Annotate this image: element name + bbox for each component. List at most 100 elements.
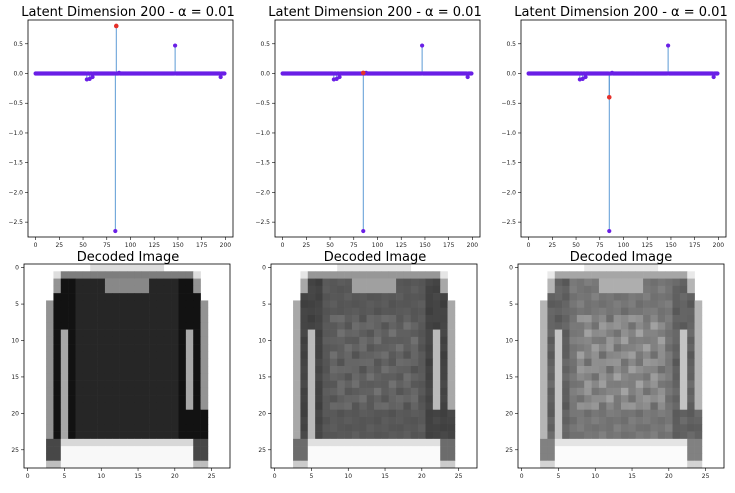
img3-pixel	[562, 358, 570, 367]
img3-pixel	[591, 366, 600, 374]
img3-pixel	[694, 387, 703, 396]
img1-pixel	[112, 293, 120, 301]
img1-pixel	[75, 409, 84, 418]
img2-pixel	[329, 438, 338, 447]
img3-pixel	[687, 315, 695, 323]
img2-pixel	[425, 424, 434, 432]
img1-pixel	[119, 264, 128, 272]
img3-pixel	[554, 351, 563, 360]
img2-pixel	[410, 438, 419, 447]
img1-pixel	[156, 395, 165, 403]
img3-pixel	[687, 446, 695, 454]
img3-pixel	[672, 402, 681, 411]
img2-pixel	[344, 307, 353, 316]
img2-pixel	[344, 431, 353, 440]
img2-pixel	[300, 358, 309, 367]
img2-pixel	[366, 409, 375, 418]
p3-stem-marker	[666, 43, 671, 48]
img3-pixel	[540, 307, 548, 316]
img2-pixel	[374, 336, 382, 345]
img3-pixel	[606, 438, 614, 447]
img1-pixel	[119, 431, 128, 440]
img2-pixel	[396, 366, 404, 374]
img1-pixel	[193, 285, 201, 294]
img2-pixel	[359, 446, 367, 454]
img1-pixel	[60, 366, 69, 374]
img1-pixel	[193, 438, 201, 447]
img3-pixel	[598, 409, 607, 418]
img2-pixel	[344, 315, 353, 323]
img3-pixel	[628, 351, 637, 360]
img1-pixel	[163, 300, 172, 309]
img1-pixel	[119, 373, 128, 381]
img3-pixel	[672, 460, 681, 469]
img1-pixel	[134, 417, 143, 425]
img3-pixel	[547, 460, 556, 469]
img1-pixel	[60, 453, 69, 462]
img3-pixel	[598, 373, 607, 381]
img3-pixel	[606, 380, 614, 389]
img3-pixel	[598, 329, 607, 338]
img3-pixel	[679, 351, 688, 360]
img3-pixel	[554, 417, 563, 425]
img3-pixel	[613, 278, 622, 287]
img2-pixel	[337, 322, 345, 330]
img2-pixel	[359, 336, 367, 345]
img1-pixel	[163, 366, 172, 374]
img1-pixel	[193, 402, 201, 411]
img3-pixel	[643, 271, 651, 279]
img2-pixel	[374, 417, 382, 425]
img2-pixel	[403, 315, 412, 323]
img2-pixel	[366, 460, 375, 469]
img2-pixel	[447, 351, 456, 360]
img3-pixel	[665, 285, 673, 294]
img2-pixel	[351, 380, 360, 389]
img1-pixel	[193, 271, 201, 279]
img2-pixel	[329, 387, 338, 396]
img1-pixel	[127, 438, 135, 447]
img1-pixel	[178, 278, 187, 287]
p3-xtick-label: 175	[689, 242, 701, 249]
img2-pixel	[351, 322, 360, 330]
img1-pixel	[134, 358, 143, 367]
img3-pixel	[650, 322, 659, 330]
img1-pixel	[119, 358, 128, 367]
img2-ytick-label: 20	[258, 410, 266, 417]
img3-pixel	[672, 431, 681, 440]
img2-pixel	[396, 264, 404, 272]
img3-pixel	[540, 315, 548, 323]
img2-pixel	[388, 264, 397, 272]
img2-pixel	[440, 293, 448, 301]
img2-pixel	[337, 409, 345, 418]
p2-ytick-label: −0.5	[255, 100, 270, 107]
img3-pixel	[540, 380, 548, 389]
img2-pixel	[396, 307, 404, 316]
img3-pixel	[547, 409, 556, 418]
img1-pixel	[193, 336, 201, 345]
img3-pixel	[643, 402, 651, 411]
img1-pixel	[46, 315, 54, 323]
img3-pixel	[547, 380, 556, 389]
img3-pixel	[598, 453, 607, 462]
img2-pixel	[374, 358, 382, 367]
img3-pixel	[584, 264, 592, 272]
img2-pixel	[440, 446, 448, 454]
p1-axes-frame	[27, 19, 234, 238]
img2-pixel	[307, 300, 316, 309]
img1-pixel	[171, 431, 179, 440]
img1-pixel	[178, 402, 187, 411]
img3-pixel	[665, 453, 673, 462]
img2-pixel	[344, 460, 353, 469]
img3-pixel	[650, 300, 659, 309]
img3-pixel	[628, 358, 637, 367]
img3-pixel	[650, 351, 659, 360]
img1-pixel	[127, 264, 135, 272]
img3-pixel	[650, 438, 659, 447]
img3-pixel	[679, 344, 688, 352]
img1-pixel	[127, 344, 135, 352]
img1-pixel	[171, 402, 179, 411]
img1-pixel	[178, 395, 187, 403]
img1-pixel	[53, 417, 62, 425]
img3-pixel	[547, 329, 556, 338]
img1-pixel	[163, 387, 172, 396]
